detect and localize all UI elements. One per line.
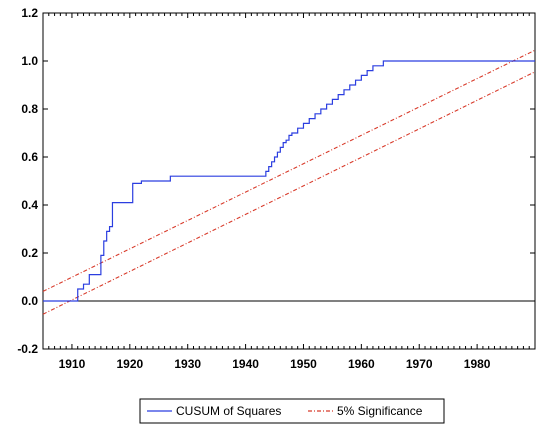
x-tick-label: 1920	[116, 357, 143, 371]
y-tick-label: 0.8	[21, 102, 38, 116]
significance-lower-line	[42, 71, 536, 315]
y-tick-label: 0.2	[21, 246, 38, 260]
y-axis-ticks: 1.2 1.0 0.8 0.6 0.4 0.2 0.0 -0.2	[17, 6, 535, 356]
y-tick-label: -0.2	[17, 342, 38, 356]
x-tick-label: 1960	[348, 357, 375, 371]
x-tick-label: 1930	[174, 357, 201, 371]
x-tick-label: 1980	[464, 357, 491, 371]
y-tick-label: 1.2	[21, 6, 38, 20]
x-tick-label: 1970	[406, 357, 433, 371]
x-tick-label: 1940	[232, 357, 259, 371]
y-tick-label: 1.0	[21, 54, 38, 68]
x-axis-ticks: 1910 1920 1930 1940 1950 1960 1970 1980	[42, 13, 536, 371]
y-tick-label: 0.4	[21, 198, 38, 212]
x-tick-label: 1910	[59, 357, 86, 371]
legend-label-significance: 5% Significance	[337, 404, 423, 418]
legend-label-cusum: CUSUM of Squares	[176, 404, 281, 418]
y-tick-label: 0.0	[21, 294, 38, 308]
y-tick-label: 0.6	[21, 150, 38, 164]
series-layer	[42, 49, 536, 315]
cusum-line	[43, 60, 535, 302]
plot-frame	[42, 12, 536, 350]
significance-upper-line	[42, 49, 536, 292]
legend: CUSUM of Squares 5% Significance	[139, 398, 445, 424]
legend-box	[139, 398, 445, 424]
x-tick-label: 1950	[290, 357, 317, 371]
